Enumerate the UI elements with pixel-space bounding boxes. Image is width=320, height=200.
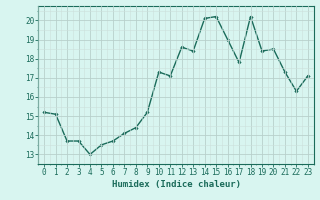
X-axis label: Humidex (Indice chaleur): Humidex (Indice chaleur) bbox=[111, 180, 241, 189]
